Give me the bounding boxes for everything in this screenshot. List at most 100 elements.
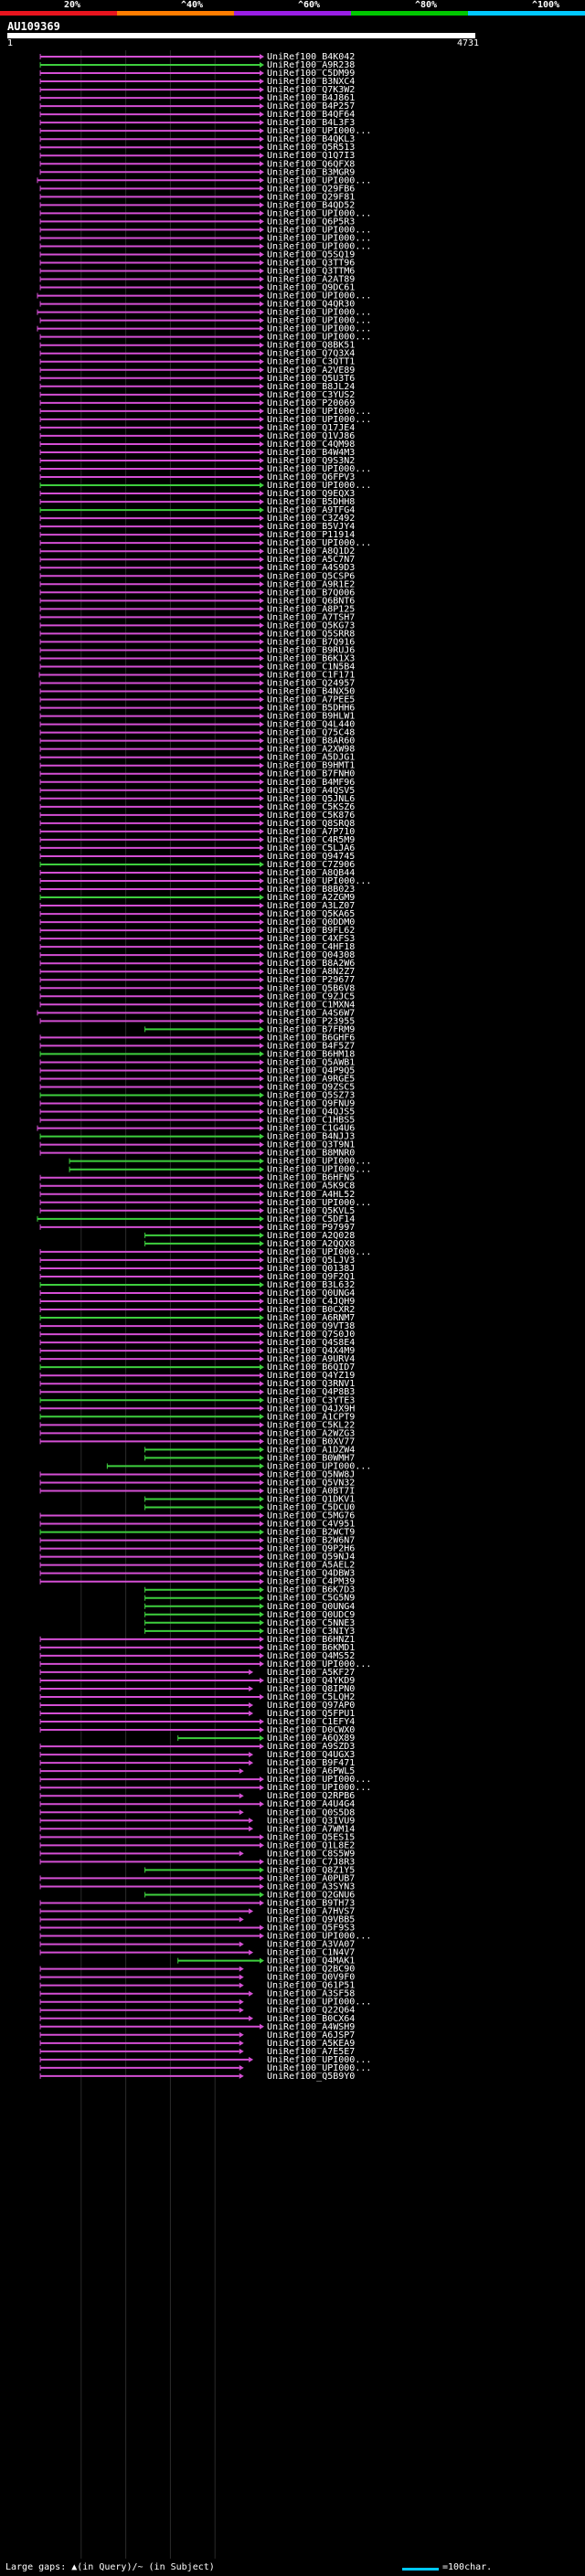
hit-label[interactable]: UniRef100_Q5B9Y0 (267, 2072, 355, 2082)
hit-label[interactable]: UniRef100_UPI000... (267, 1247, 371, 1257)
hit-label[interactable]: UniRef100_Q7S0J0 (267, 1330, 355, 1340)
hit-label[interactable]: UniRef100_C5LJA6 (267, 843, 355, 853)
hit-label[interactable]: UniRef100_UPI000... (267, 1165, 371, 1175)
hit-label[interactable]: UniRef100_B7FRM9 (267, 1024, 355, 1034)
hit-label[interactable]: UniRef100_B9FL62 (267, 926, 355, 936)
hit-label[interactable]: UniRef100_UPI000... (267, 324, 371, 334)
hit-label[interactable]: UniRef100_Q5KG73 (267, 620, 355, 631)
hit-label[interactable]: UniRef100_B4J861 (267, 93, 355, 103)
hit-label[interactable]: UniRef100_Q94745 (267, 852, 355, 862)
hit-label[interactable]: UniRef100_UPI000... (267, 407, 371, 417)
hit-label[interactable]: UniRef100_UPI000... (267, 316, 371, 326)
hit-label[interactable]: UniRef100_Q6BNT6 (267, 596, 355, 606)
hit-label[interactable]: UniRef100_C1G4U6 (267, 1124, 355, 1134)
hit-label[interactable]: UniRef100_Q24957 (267, 679, 355, 689)
hit-label[interactable]: UniRef100_C4XFS3 (267, 934, 355, 944)
hit-label[interactable]: UniRef100_UPI000... (267, 1783, 371, 1793)
hit-label[interactable]: UniRef100_Q9F2Q1 (267, 1272, 355, 1282)
hit-label[interactable]: UniRef100_Q5AWB1 (267, 1057, 355, 1067)
hit-label[interactable]: UniRef100_Q5B6V8 (267, 983, 355, 993)
hit-label[interactable]: UniRef100_Q3TTM6 (267, 267, 355, 277)
hit-label[interactable]: UniRef100_A2AT89 (267, 275, 355, 285)
hit-label[interactable]: UniRef100_UPI000... (267, 464, 371, 474)
hit-label[interactable]: UniRef100_C4JQH9 (267, 1297, 355, 1307)
hit-label[interactable]: UniRef100_UPI000... (267, 308, 371, 318)
hit-label[interactable]: UniRef100_B6HNZ1 (267, 1635, 355, 1645)
hit-label[interactable]: UniRef100_Q4X4M9 (267, 1346, 355, 1356)
hit-label[interactable]: UniRef100_A5C7N7 (267, 555, 355, 565)
hit-label[interactable]: UniRef100_UPI000... (267, 1998, 371, 2008)
hit-label[interactable]: UniRef100_Q5VN32 (267, 1478, 355, 1488)
hit-label[interactable]: UniRef100_C5DCU0 (267, 1503, 355, 1513)
hit-label[interactable]: UniRef100_B4QKL3 (267, 134, 355, 144)
hit-label[interactable]: UniRef100_Q59NJ4 (267, 1553, 355, 1563)
hit-label[interactable]: UniRef100_UPI000... (267, 126, 371, 136)
hit-label[interactable]: UniRef100_UPI000... (267, 481, 371, 491)
hit-label[interactable]: UniRef100_Q4DBW3 (267, 1569, 355, 1579)
hit-label[interactable]: UniRef100_Q5F9S3 (267, 1924, 355, 1934)
hit-label[interactable]: UniRef100_A8N2Z7 (267, 967, 355, 977)
hit-label[interactable]: UniRef100_C3YTE3 (267, 1395, 355, 1405)
hit-label[interactable]: UniRef100_B0CXR2 (267, 1305, 355, 1315)
hit-label[interactable]: UniRef100_Q3T9N1 (267, 1140, 355, 1150)
hit-label[interactable]: UniRef100_C5MG76 (267, 1511, 355, 1521)
hit-label[interactable]: UniRef100_B4L3F3 (267, 118, 355, 128)
hit-label[interactable]: UniRef100_UPI000... (267, 175, 371, 186)
hit-label[interactable]: UniRef100_B8B023 (267, 885, 355, 895)
hit-label[interactable]: UniRef100_D0CWX0 (267, 1725, 355, 1735)
hit-label[interactable]: UniRef100_C1EFY4 (267, 1717, 355, 1727)
hit-label[interactable]: UniRef100_Q4MAK1 (267, 1956, 355, 1966)
hit-label[interactable]: UniRef100_B8AR60 (267, 737, 355, 747)
hit-label[interactable]: UniRef100_Q0UNG4 (267, 1288, 355, 1299)
hit-label[interactable]: UniRef100_B4W4M3 (267, 448, 355, 458)
hit-label[interactable]: UniRef100_P97997 (267, 1223, 355, 1233)
hit-label[interactable]: UniRef100_C1N5B4 (267, 662, 355, 672)
hit-label[interactable]: UniRef100_Q75C48 (267, 728, 355, 738)
hit-label[interactable]: UniRef100_C1N4V7 (267, 1948, 355, 1958)
hit-label[interactable]: UniRef100_A2Q028 (267, 1231, 355, 1241)
hit-label[interactable]: UniRef100_Q9ZSC5 (267, 1083, 355, 1093)
hit-label[interactable]: UniRef100_A9URV4 (267, 1354, 355, 1364)
hit-label[interactable]: UniRef100_C3QTT1 (267, 357, 355, 367)
hit-label[interactable]: UniRef100_Q4JX9H (267, 1404, 355, 1414)
hit-label[interactable]: UniRef100_Q9FNU9 (267, 1099, 355, 1109)
hit-label[interactable]: UniRef100_Q5KA65 (267, 909, 355, 919)
hit-label[interactable]: UniRef100_B5VJY4 (267, 522, 355, 532)
hit-label[interactable]: UniRef100_A5KF27 (267, 1668, 355, 1678)
hit-label[interactable]: UniRef100_Q5U3T6 (267, 374, 355, 384)
hit-label[interactable]: UniRef100_A3SF58 (267, 1989, 355, 1999)
hit-label[interactable]: UniRef100_UPI000... (267, 2063, 371, 2073)
hit-label[interactable]: UniRef100_B3L632 (267, 1280, 355, 1290)
hit-label[interactable]: UniRef100_C8S5W9 (267, 1849, 355, 1859)
hit-label[interactable]: UniRef100_C3NIY3 (267, 1627, 355, 1637)
hit-label[interactable]: UniRef100_A0PUB7 (267, 1873, 355, 1883)
hit-label[interactable]: UniRef100_A7HVS7 (267, 1907, 355, 1917)
hit-label[interactable]: UniRef100_A9SZD3 (267, 1742, 355, 1752)
hit-label[interactable]: UniRef100_Q29F81 (267, 192, 355, 202)
hit-label[interactable]: UniRef100_B9HLW1 (267, 712, 355, 722)
hit-label[interactable]: UniRef100_Q6P5R3 (267, 217, 355, 227)
hit-label[interactable]: UniRef100_C4R5M9 (267, 835, 355, 845)
hit-label[interactable]: UniRef100_C4HF18 (267, 942, 355, 952)
hit-label[interactable]: UniRef100_Q8SRQ8 (267, 819, 355, 829)
hit-label[interactable]: UniRef100_A1DZW4 (267, 1445, 355, 1455)
hit-label[interactable]: UniRef100_Q97AP0 (267, 1701, 355, 1711)
hit-label[interactable]: UniRef100_C7J8R3 (267, 1857, 355, 1867)
hit-label[interactable]: UniRef100_B0XV77 (267, 1436, 355, 1447)
hit-label[interactable]: UniRef100_Q22Q64 (267, 2006, 355, 2016)
hit-label[interactable]: UniRef100_C4PM39 (267, 1577, 355, 1587)
hit-label[interactable]: UniRef100_Q4MS52 (267, 1651, 355, 1661)
hit-label[interactable]: UniRef100_Q1L8E2 (267, 1840, 355, 1850)
hit-label[interactable]: UniRef100_Q7K3W2 (267, 85, 355, 95)
hit-label[interactable]: UniRef100_B2WCT9 (267, 1528, 355, 1538)
hit-label[interactable]: UniRef100_B7Q916 (267, 637, 355, 647)
hit-label[interactable]: UniRef100_UPI000... (267, 292, 371, 302)
hit-label[interactable]: UniRef100_B6KMD1 (267, 1643, 355, 1653)
hit-label[interactable]: UniRef100_Q9S3N2 (267, 456, 355, 466)
hit-label[interactable]: UniRef100_B4NX50 (267, 687, 355, 697)
hit-label[interactable]: UniRef100_A3SYN3 (267, 1882, 355, 1892)
hit-label[interactable]: UniRef100_UPI000... (267, 1157, 371, 1167)
hit-label[interactable]: UniRef100_Q5LJV3 (267, 1256, 355, 1266)
hit-label[interactable]: UniRef100_UPI000... (267, 1775, 371, 1785)
hit-label[interactable]: UniRef100_P29677 (267, 975, 355, 985)
